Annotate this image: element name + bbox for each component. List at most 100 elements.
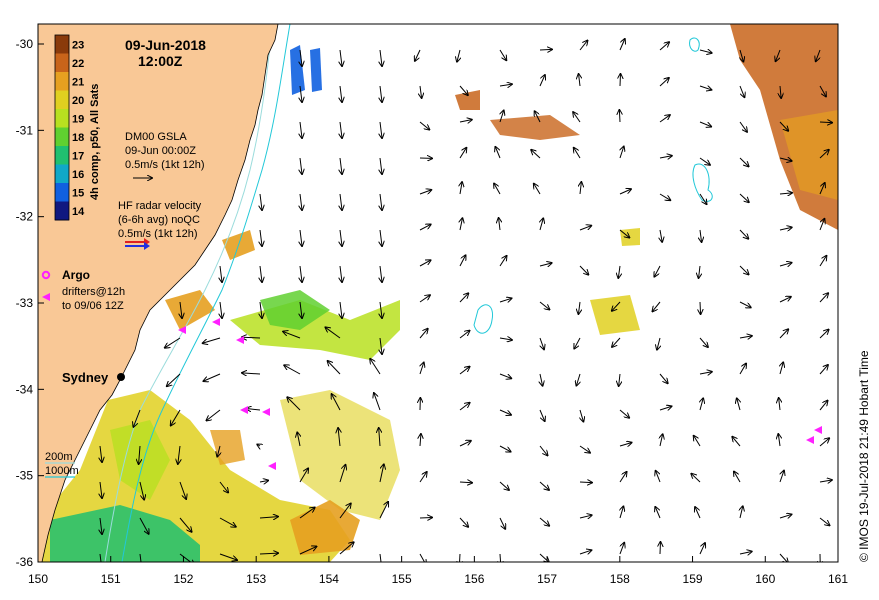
drifter-markers <box>178 318 822 470</box>
current-arrow <box>217 445 220 457</box>
eddy-contour-3 <box>473 304 494 334</box>
current-arrow <box>242 337 261 338</box>
current-arrow <box>300 301 302 318</box>
current-arrow <box>299 508 315 519</box>
gsla-label-3: 0.5m/s (1kt 12h) <box>125 159 204 171</box>
colorbar-swatch <box>55 146 69 165</box>
x-tick-label: 150 <box>28 572 48 586</box>
current-arrow <box>700 398 703 411</box>
colorbar-tick-label: 23 <box>72 39 84 51</box>
colorbar-swatch <box>55 90 69 110</box>
colorbar-title: 4h comp, p50, All Sats <box>89 84 101 200</box>
current-arrow <box>819 183 825 195</box>
drifters-label-1: drifters@12h <box>62 286 125 298</box>
current-arrow <box>339 504 351 519</box>
colorbar-tick-label: 20 <box>72 95 84 107</box>
colorbar-tick-label: 19 <box>72 113 84 125</box>
y-tick-label: -30 <box>16 37 34 51</box>
current-arrow <box>257 445 260 447</box>
x-tick-label: 157 <box>537 572 557 586</box>
current-arrow <box>539 263 552 266</box>
current-arrow <box>419 260 431 267</box>
hf-radar-label-2: (6-6h avg) noQC <box>118 214 200 226</box>
current-arrow <box>699 543 705 555</box>
current-arrow <box>659 406 671 410</box>
x-tick-label: 152 <box>173 572 193 586</box>
current-arrow <box>659 373 668 383</box>
current-arrow <box>612 301 621 311</box>
current-arrow <box>459 148 466 159</box>
current-arrow <box>299 547 316 555</box>
current-arrow <box>259 517 278 518</box>
current-arrow <box>420 363 424 375</box>
current-arrow <box>340 301 342 318</box>
current-arrow <box>260 265 262 282</box>
y-tick-label: -36 <box>16 555 34 569</box>
current-arrow <box>819 365 828 375</box>
current-arrow <box>659 42 669 51</box>
current-arrow <box>779 121 788 131</box>
current-arrow <box>340 229 342 246</box>
plot-frame <box>37 23 839 563</box>
current-arrow <box>619 472 627 483</box>
current-arrow <box>779 398 780 411</box>
colorbar-tick-label: 17 <box>72 150 84 162</box>
current-arrow <box>419 329 428 339</box>
current-arrow <box>380 49 382 66</box>
current-arrow <box>737 398 740 411</box>
land-australia <box>38 24 279 562</box>
current-arrow <box>499 49 506 60</box>
current-arrow <box>499 298 511 302</box>
current-arrow <box>459 553 460 562</box>
current-arrow <box>99 553 102 562</box>
current-arrow <box>219 481 228 493</box>
current-arrow <box>260 301 262 318</box>
current-arrow <box>284 365 301 375</box>
current-arrow <box>419 472 427 483</box>
current-arrow <box>739 265 749 274</box>
current-arrow <box>739 364 746 375</box>
current-arrow <box>618 265 620 278</box>
current-arrow <box>340 85 342 102</box>
bathy-200m-contour <box>104 24 273 562</box>
colorbar-swatch <box>55 127 69 147</box>
current-arrow <box>659 78 669 87</box>
map-date: 09-Jun-2018 <box>125 37 206 53</box>
x-tick-label: 154 <box>319 572 339 586</box>
colorbar-tick-label: 15 <box>72 187 84 199</box>
current-arrow <box>579 445 590 453</box>
colorbar-tick-label: 21 <box>72 76 84 88</box>
current-arrow <box>259 481 268 483</box>
current-arrow <box>779 193 792 194</box>
current-arrow <box>300 193 302 210</box>
current-arrow <box>459 255 466 267</box>
current-arrow <box>576 373 580 385</box>
current-arrow <box>619 39 625 51</box>
drifters-label-2: to 09/06 12Z <box>62 300 124 312</box>
current-arrow <box>819 480 832 482</box>
map-time: 12:00Z <box>138 53 183 69</box>
current-arrow <box>779 263 792 266</box>
current-arrow <box>459 331 469 339</box>
current-arrow <box>819 85 826 96</box>
current-arrow <box>500 111 504 123</box>
current-arrow <box>203 337 221 343</box>
y-axis: -30 -31 -32 -33 -34 -35 -36 <box>16 37 44 569</box>
current-arrow <box>220 265 222 282</box>
current-arrow <box>740 506 743 519</box>
current-arrow <box>338 428 340 447</box>
hf-radar-label-1: HF radar velocity <box>118 200 202 212</box>
current-arrow <box>691 474 701 483</box>
current-arrow <box>380 193 382 210</box>
current-arrow <box>499 373 511 378</box>
current-arrow <box>165 337 181 348</box>
current-arrow <box>699 265 700 278</box>
current-arrow <box>297 433 300 447</box>
current-arrow <box>579 550 591 554</box>
current-arrow <box>380 121 382 138</box>
current-arrow <box>374 393 381 411</box>
current-arrow <box>459 441 471 447</box>
argo-marker-icon <box>41 270 51 280</box>
current-arrow <box>619 443 632 446</box>
y-tick-label: -35 <box>16 469 34 483</box>
